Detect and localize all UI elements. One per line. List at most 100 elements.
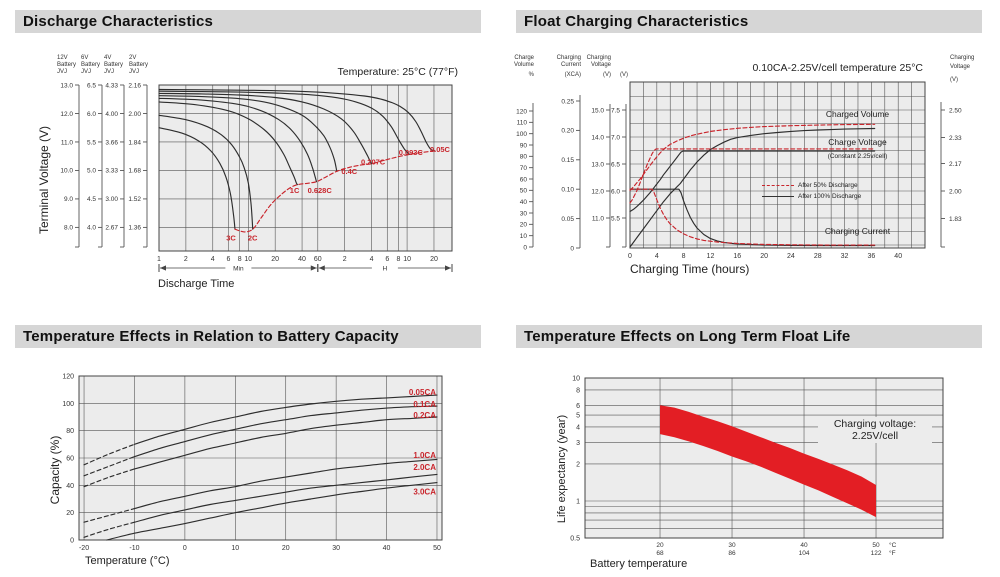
x-tick-label: 2 <box>184 256 188 263</box>
curve-charged-volume-after-50-discharge <box>629 123 876 191</box>
y-tick-label: 2.33 <box>949 135 962 142</box>
y-tick-label: 5.0 <box>87 168 96 175</box>
scale-header: 4V <box>104 55 111 61</box>
y-tick-label: 40 <box>66 483 74 490</box>
y-tick-label: 120 <box>62 373 74 380</box>
y-tick-label: 5.5 <box>611 215 620 222</box>
y-tick-label: 8 <box>576 387 580 394</box>
scale-header: % <box>529 72 535 78</box>
y-tick-label: 2.50 <box>949 107 962 114</box>
arrow-right-icon <box>444 265 451 271</box>
x-tick-label: 50 <box>433 545 441 552</box>
y-tick-label: 13.0 <box>591 161 604 168</box>
x-tick-label-f: 86 <box>728 550 736 557</box>
curve-0-1ca <box>133 405 438 458</box>
y-tick-label: 70 <box>520 165 528 172</box>
x-tick-label: 20 <box>271 256 279 263</box>
curve-charge-voltage-after-50-discharge <box>629 148 876 204</box>
scale-header: JVJ <box>104 69 114 75</box>
y-tick-label: 4 <box>576 424 580 431</box>
rate-label-0-05ca: 0.05CA <box>409 388 436 397</box>
y-tick-label: 8.0 <box>64 225 73 232</box>
curve-3c <box>158 127 236 230</box>
y-tick-label: 15.0 <box>591 107 604 114</box>
curve-0-207c <box>158 92 373 165</box>
charging-voltage-annotation: Charging voltage: 2.25V/cell <box>818 417 932 443</box>
y-tick-label: 0 <box>70 538 74 545</box>
capacity-x-axis-title: Temperature (°C) <box>85 555 170 567</box>
x-tick-label: 6 <box>227 256 231 263</box>
curve-charge-voltage-after-100-discharge <box>629 150 876 213</box>
section-title-float-charging: Float Charging Characteristics <box>516 10 982 33</box>
curve-0-093c <box>158 90 411 155</box>
y-tick-label: 9.0 <box>64 196 73 203</box>
x-tick-label: 32 <box>841 253 849 260</box>
y-tick-label: 3.66 <box>105 139 118 146</box>
curve-1-0ca-dashed <box>83 508 136 523</box>
rate-label-2-0ca: 2.0CA <box>413 463 436 472</box>
x-tick-label: 60 <box>314 256 322 263</box>
legend-after-50-discharge: After 50% Discharge <box>762 181 858 189</box>
float-life-y-axis-title: Life expectancy (year) <box>556 414 568 524</box>
y-tick-label: 0.20 <box>561 128 574 135</box>
y-tick-label: 0 <box>523 244 527 251</box>
y-tick-label: 4.00 <box>105 111 118 118</box>
discharge-temperature-note: Temperature: 25°C (77°F) <box>337 66 458 78</box>
x-tick-label: 10 <box>403 256 411 263</box>
x-tick-label-c: 50 <box>872 542 880 549</box>
x-tick-label-c: 20 <box>656 542 664 549</box>
x-tick-label: 8 <box>682 253 686 260</box>
y-tick-label: 3 <box>576 440 580 447</box>
y-tick-label: 6 <box>576 403 580 410</box>
scale-header: Voltage <box>591 62 612 68</box>
curve-0-05ca <box>133 394 438 445</box>
x-tick-label: 20 <box>760 253 768 260</box>
curve-0-05c <box>158 88 436 152</box>
rate-label-0-05c: 0.05C <box>430 145 451 154</box>
discharge-plot-area <box>159 85 452 251</box>
x-tick-label: 16 <box>733 253 741 260</box>
charging-current-curve-label: Charging Current <box>824 226 891 236</box>
x-tick-label-f: 104 <box>799 550 810 557</box>
arrow-left-icon <box>160 265 166 271</box>
y-tick-label: 1.36 <box>128 225 141 232</box>
y-tick-label: 2.16 <box>128 82 141 89</box>
x-tick-label-c: 40 <box>800 542 808 549</box>
curve-2c <box>158 114 254 230</box>
y-tick-label: 4.5 <box>87 196 96 203</box>
y-tick-label: 0.05 <box>561 216 574 223</box>
x-tick-label: 4 <box>211 256 215 263</box>
curve-charging-current-after-50-discharge <box>629 188 876 246</box>
scale-header: Current <box>561 62 581 68</box>
y-tick-label: 120 <box>516 108 527 115</box>
capacity-plot-border <box>78 375 443 541</box>
black-solid-line-sample <box>762 195 794 197</box>
x-tick-label: -10 <box>129 545 139 552</box>
y-tick-label: 3.00 <box>105 196 118 203</box>
discharge-plot-border <box>158 84 453 252</box>
y-tick-label: 80 <box>66 428 74 435</box>
x-tick-label: 24 <box>787 253 795 260</box>
curve-0-2ca <box>133 416 438 470</box>
scale-header: 12V <box>57 55 68 61</box>
y-tick-label: 0.5 <box>570 536 580 543</box>
legend-label: After 50% Discharge <box>798 181 858 189</box>
x-tick-label: 4 <box>370 256 374 263</box>
curve-charging-current-after-100-discharge <box>629 188 876 247</box>
x-tick-label: 20 <box>282 545 290 552</box>
x-tick-label: 12 <box>707 253 715 260</box>
y-tick-label: 2.67 <box>105 225 118 232</box>
x-tick-label: 10 <box>231 545 239 552</box>
y-tick-label: 90 <box>520 142 528 149</box>
rate-label-0-2ca: 0.2CA <box>413 411 436 420</box>
curve-0-05ca-dashed <box>83 443 136 466</box>
y-tick-label: 5 <box>576 413 580 420</box>
float-plot-border <box>629 81 926 249</box>
scale-header: Volume <box>514 62 535 68</box>
x-unit-label: H <box>383 265 388 272</box>
rate-label-3c: 3C <box>226 234 236 243</box>
x-tick-label: 8 <box>238 256 242 263</box>
y-tick-label: 4.33 <box>105 82 118 89</box>
x-tick-label: 2 <box>343 256 347 263</box>
